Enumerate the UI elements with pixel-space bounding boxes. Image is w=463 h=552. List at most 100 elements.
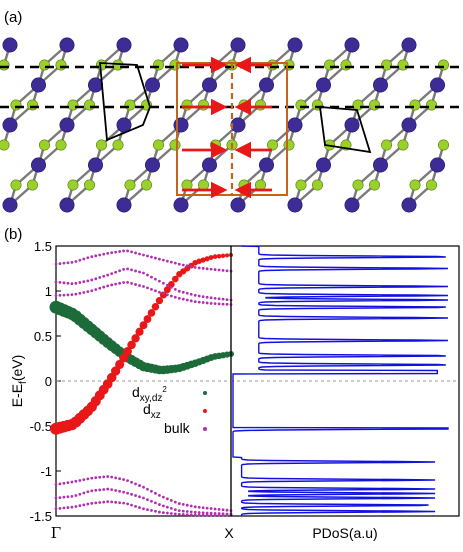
- band-point-bulk_bot_1: [134, 482, 137, 486]
- large-atom: [145, 157, 161, 173]
- band-point-bulk_bot_1: [106, 475, 110, 478]
- small-atom: [295, 179, 307, 191]
- small-atom: [283, 59, 295, 71]
- large-atom: [230, 117, 246, 133]
- band-point-bulk_bot_2: [94, 488, 98, 492]
- band-point-bulk_top_1: [142, 271, 145, 275]
- large-atom: [116, 37, 132, 53]
- band-point-bulk_bot_3: [138, 506, 141, 509]
- band-point-bulk_bot_1: [225, 508, 229, 512]
- band-point-bulk_bot_3: [158, 510, 161, 514]
- band-point-bulk_top_2: [62, 293, 66, 297]
- y-tick-label: 0.5: [34, 329, 52, 344]
- band-point-bulk_top_1: [58, 281, 62, 284]
- band-point-bulk_top_3: [221, 268, 225, 272]
- band-point-bulk_top_3: [62, 261, 66, 265]
- band-point-bulk_top_2: [82, 291, 86, 294]
- band-point-bulk_bot_1: [177, 502, 181, 505]
- band-point-bulk_bot_2: [158, 503, 161, 506]
- band-point-bulk_top_2: [70, 293, 74, 297]
- small-atom: [26, 99, 38, 111]
- large-atom: [287, 117, 303, 133]
- band-point-bulk_top_1: [150, 275, 153, 279]
- band-point-bulk_bot_3: [74, 505, 78, 508]
- band-point-bulk_top_3: [94, 254, 98, 258]
- band-point-dxz: [119, 353, 129, 363]
- band-point-bulk_bot_1: [122, 478, 126, 481]
- band-point-bulk_bot_3: [110, 500, 114, 504]
- band-point-bulk_bot_1: [154, 491, 157, 495]
- band-point-bulk_bot_3: [181, 513, 185, 516]
- band-point-bulk_top_3: [58, 262, 62, 265]
- band-point-bulk_bot_2: [150, 499, 153, 503]
- band-point-bulk_top_1: [181, 290, 185, 294]
- large-atom: [258, 77, 274, 93]
- band-point-bulk_bot_1: [82, 478, 86, 482]
- band-point-bulk_top_1: [106, 273, 110, 277]
- band-point-bulk_top_1: [225, 298, 229, 301]
- band-point-bulk_top_2: [150, 287, 153, 291]
- band-point-bulk_top_1: [217, 297, 221, 301]
- band-point-bulk_bot_1: [165, 497, 169, 501]
- large-atom: [2, 117, 18, 133]
- band-point-bulk_top_2: [90, 289, 94, 293]
- band-point-bulk_top_2: [205, 301, 209, 305]
- band-point-bulk_bot_3: [106, 500, 110, 504]
- legend-dxy-marker: [203, 391, 207, 395]
- band-point-bulk_top_2: [225, 302, 229, 306]
- band-point-bulk_top_2: [138, 284, 141, 287]
- band-point-bulk_top_2: [158, 290, 161, 294]
- band-point-bulk_bot_1: [90, 476, 94, 480]
- band-point-bulk_top_1: [74, 281, 78, 285]
- small-atom: [238, 99, 250, 111]
- large-atom: [59, 37, 75, 53]
- band-point-bulk_bot_3: [173, 512, 177, 516]
- band-point-bulk_bot_3: [201, 513, 205, 517]
- legend-bulk-marker: [203, 427, 207, 431]
- band-point-bulk_top_2: [201, 301, 205, 304]
- band-point-bulk_bot_2: [189, 510, 193, 514]
- band-point-bulk_bot_1: [114, 476, 118, 480]
- band-point-bulk_bot_3: [58, 506, 62, 510]
- band-point-bulk_bot_3: [126, 502, 129, 506]
- band-point-bulk_bot_1: [110, 475, 114, 479]
- band-point-bulk_top_3: [161, 258, 165, 262]
- large-atom: [59, 117, 75, 133]
- band-point-bulk_top_1: [82, 280, 86, 284]
- band-point-bulk_bot_2: [118, 489, 122, 493]
- band-point-bulk_top_1: [209, 296, 213, 300]
- band-point-bulk_top_2: [193, 300, 197, 304]
- large-atom: [202, 157, 218, 173]
- band-point-bulk_top_2: [177, 296, 181, 300]
- right-parallelogram: [318, 106, 372, 154]
- band-point-bulk_bot_2: [138, 495, 141, 499]
- band-structure-plot: 1.5 1 0.5 0 -0.5 -1 -1.5 Γ X E-Ef(eV) dxy,dz2 …: [9, 239, 234, 542]
- small-atom: [397, 59, 409, 71]
- band-point-bulk_bot_3: [165, 511, 169, 515]
- band-point-bulk_top_3: [70, 260, 74, 264]
- band-point-bulk_bot_3: [134, 504, 137, 508]
- band-point-bulk_bot_3: [193, 513, 197, 517]
- large-atom: [344, 117, 360, 133]
- band-point-bulk_top_3: [173, 261, 177, 265]
- band-point-bulk_bot_3: [118, 501, 122, 505]
- band-point-bulk_top_2: [165, 293, 169, 297]
- large-atom: [59, 197, 75, 213]
- band-point-bulk_top_3: [102, 252, 106, 256]
- large-atom: [230, 197, 246, 213]
- small-atom: [153, 59, 165, 71]
- band-point-dxz: [135, 327, 144, 336]
- band-point-bulk_top_3: [126, 249, 129, 253]
- band-point-bulk_bot_2: [209, 511, 213, 515]
- band-point-bulk_top_3: [150, 255, 153, 259]
- band-point-bulk_top_3: [158, 257, 161, 261]
- band-point-bulk_top_1: [62, 281, 66, 285]
- small-atom: [124, 99, 136, 111]
- band-point-bulk_top_2: [185, 298, 189, 302]
- band-point-bulk_bot_3: [78, 504, 82, 508]
- small-atom: [368, 99, 380, 111]
- large-atom: [401, 117, 417, 133]
- small-atom: [26, 179, 38, 191]
- small-atom: [198, 99, 210, 111]
- band-point-bulk_bot_2: [114, 489, 118, 492]
